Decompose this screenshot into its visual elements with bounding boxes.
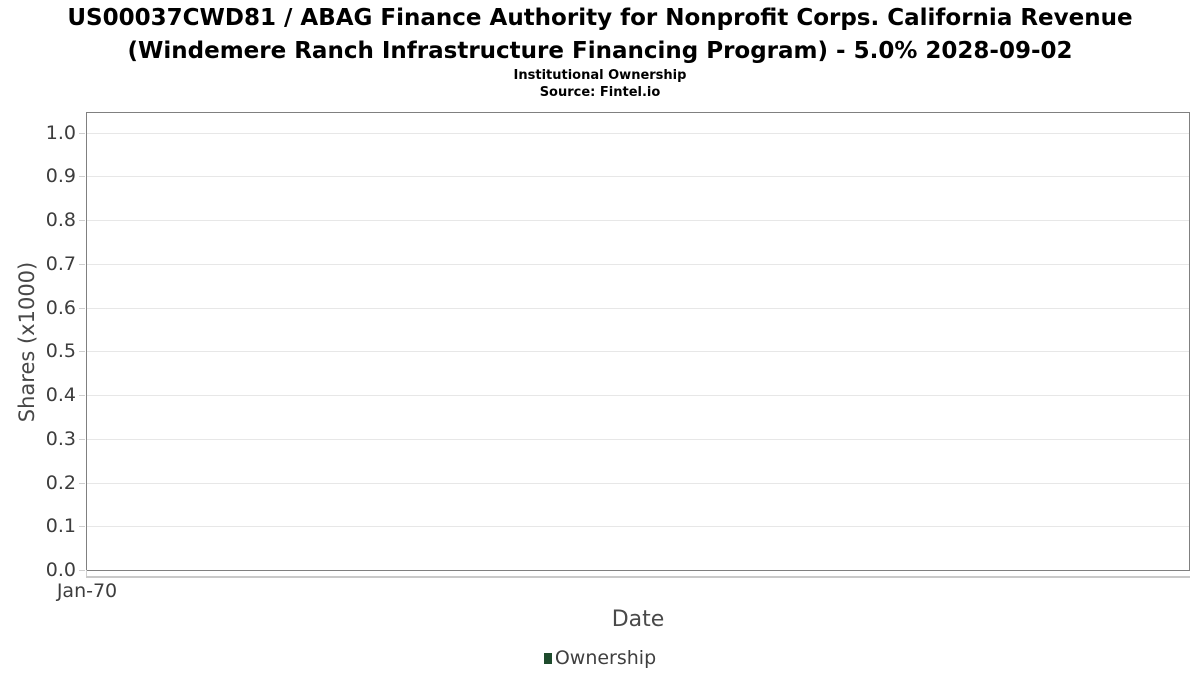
y-tick-label: 0.8 <box>45 209 76 231</box>
y-tick-mark <box>79 351 85 352</box>
y-gridline <box>87 395 1189 396</box>
plot-area <box>86 112 1190 571</box>
y-tick-label: 0.6 <box>45 297 76 319</box>
y-tick-mark <box>79 220 85 221</box>
chart-title-line1: US00037CWD81 / ABAG Finance Authority fo… <box>67 5 1133 31</box>
y-tick-mark <box>79 264 85 265</box>
y-tick-mark <box>79 133 85 134</box>
y-tick-mark <box>79 483 85 484</box>
y-gridline <box>87 308 1189 309</box>
y-tick-label: 1.0 <box>45 122 76 144</box>
chart-subtitle: Institutional Ownership <box>513 68 687 83</box>
x-axis-title: Date <box>611 607 665 632</box>
y-tick-mark <box>79 439 85 440</box>
y-tick-label: 0.5 <box>45 340 76 362</box>
y-gridline <box>87 351 1189 352</box>
y-gridline <box>87 264 1189 265</box>
y-tick-mark <box>79 526 85 527</box>
y-tick-label: 0.4 <box>45 384 76 406</box>
x-tick-mark <box>86 570 87 576</box>
x-axis-line <box>86 576 1190 578</box>
legend: Ownership <box>0 646 1200 670</box>
y-gridline <box>87 439 1189 440</box>
y-gridline <box>87 176 1189 177</box>
y-axis: 1.0 0.9 0.8 0.7 0.6 0.5 0.4 0.3 0.2 0.1 0.0 <box>0 113 86 581</box>
y-tick-label: 0.1 <box>45 515 76 537</box>
y-tick-label: 0.7 <box>45 253 76 275</box>
y-tick-label: 0.0 <box>45 559 76 581</box>
y-tick-mark <box>79 395 85 396</box>
y-tick-mark <box>79 570 85 571</box>
y-gridline <box>87 526 1189 527</box>
x-tick-label: Jan-70 <box>56 580 118 602</box>
y-tick-mark <box>79 308 85 309</box>
y-gridline <box>87 220 1189 221</box>
y-tick-mark <box>79 176 85 177</box>
chart-title-line2: (Windemere Ranch Infrastructure Financin… <box>127 38 1073 64</box>
legend-label-ownership[interactable]: Ownership <box>554 647 657 669</box>
y-tick-label: 0.2 <box>45 472 76 494</box>
y-gridline <box>87 483 1189 484</box>
y-tick-label: 0.9 <box>45 165 76 187</box>
legend-swatch-ownership <box>543 652 552 664</box>
y-gridline <box>87 133 1189 134</box>
chart-title: US00037CWD81 / ABAG Finance Authority fo… <box>0 2 1200 68</box>
chart-source-label: Source: Fintel.io <box>539 85 661 100</box>
y-tick-label: 0.3 <box>45 428 76 450</box>
